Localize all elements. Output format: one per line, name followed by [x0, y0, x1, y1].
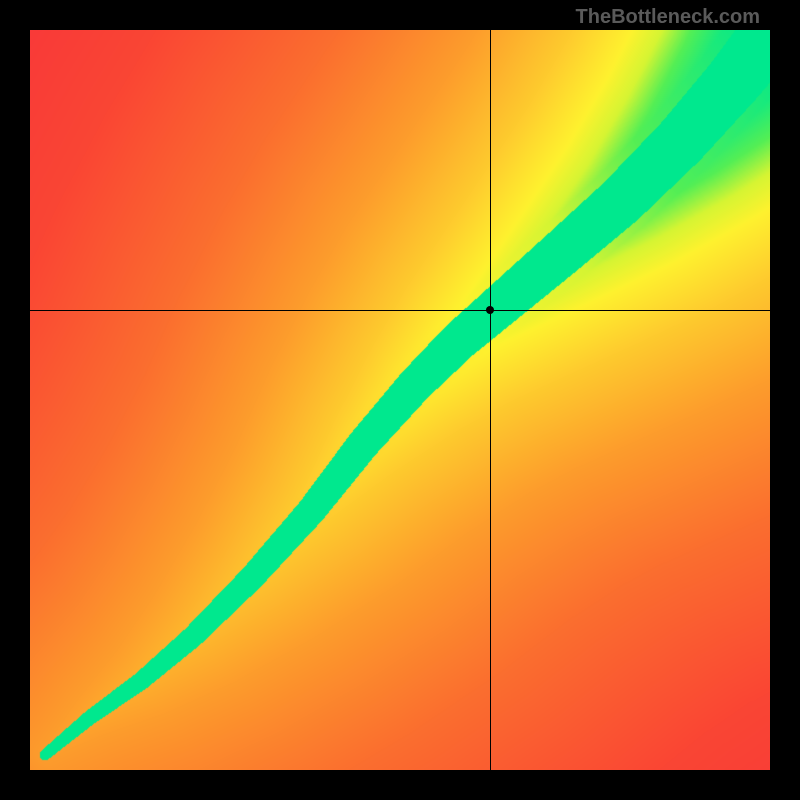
crosshair-marker: [486, 306, 494, 314]
crosshair-vertical: [490, 30, 491, 770]
crosshair-horizontal: [30, 310, 770, 311]
heatmap-canvas: [30, 30, 770, 770]
bottleneck-heatmap: [30, 30, 770, 770]
watermark-text: TheBottleneck.com: [576, 6, 760, 29]
